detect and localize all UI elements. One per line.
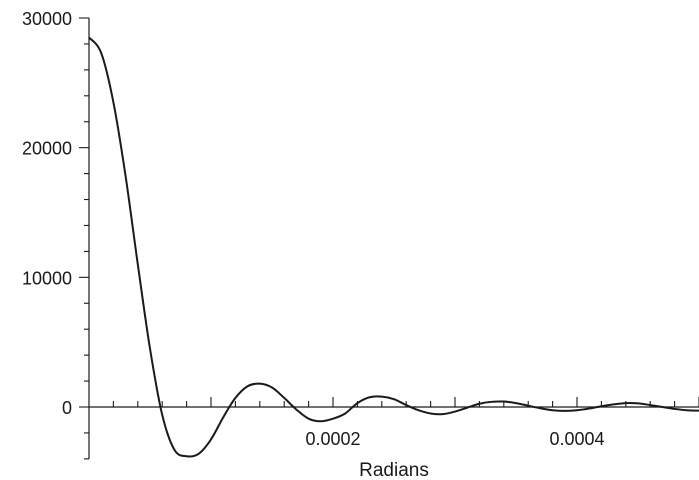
y-tick-label: 20000 [22, 139, 72, 159]
tick-labels: 0 10000 20000 30000 0.0002 0.0004 [22, 9, 605, 449]
x-axis-title: Radians [359, 460, 429, 480]
series-group [88, 36, 699, 458]
y-tick-label: 0 [62, 398, 72, 418]
series-line-0 [88, 36, 699, 458]
y-tick-label: 10000 [22, 268, 72, 288]
x-tick-label: 0.0002 [305, 429, 360, 449]
axes [88, 18, 699, 459]
ticks [79, 17, 699, 460]
x-tick-label: 0.0004 [549, 429, 604, 449]
y-tick-label: 30000 [22, 9, 72, 29]
